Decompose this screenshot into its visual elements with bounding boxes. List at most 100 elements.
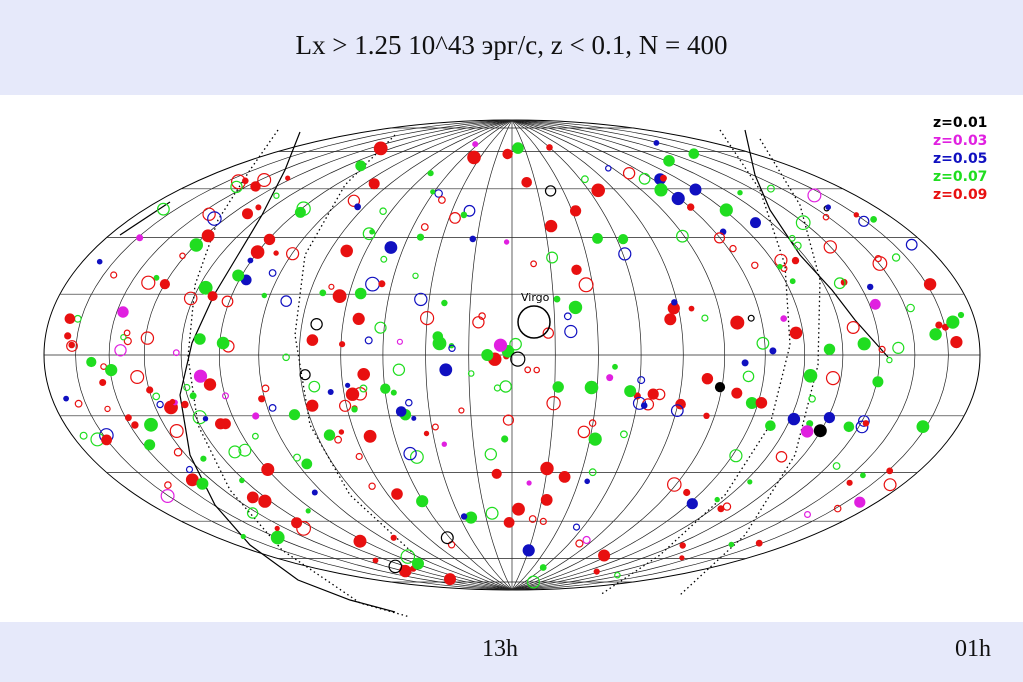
cluster-point (689, 183, 702, 196)
cluster-point (434, 189, 443, 198)
cluster-point (472, 141, 479, 148)
cluster-point (581, 175, 589, 184)
x-tick-label-13h: 13h (482, 636, 518, 662)
cluster-point (787, 412, 801, 426)
cluster-point (588, 419, 597, 427)
cluster-point (136, 234, 144, 242)
cluster-point (858, 415, 870, 427)
cluster-point (231, 174, 247, 190)
cluster-point (654, 183, 668, 197)
cluster-point (484, 448, 497, 461)
cluster-point (624, 385, 637, 398)
cluster-point (823, 240, 838, 254)
cluster-point (853, 212, 859, 218)
cluster-point (144, 417, 158, 432)
cluster-point (867, 283, 874, 291)
cluster-point (526, 480, 532, 486)
cluster-point (258, 494, 272, 508)
cluster-point (359, 384, 368, 393)
cluster-point (745, 397, 758, 409)
cluster-point (296, 201, 311, 216)
cluster-point (464, 511, 478, 524)
cluster-point (250, 181, 261, 192)
cluster-point (622, 166, 636, 180)
cluster-point (588, 432, 602, 446)
cluster-point (351, 406, 358, 413)
cluster-point (905, 238, 918, 251)
cluster-point (575, 539, 584, 548)
cluster-point (769, 347, 777, 355)
cluster-point (846, 321, 860, 335)
cluster-point (807, 188, 822, 203)
cluster-point (99, 379, 107, 386)
cluster-point (354, 287, 367, 300)
cluster-point (750, 217, 761, 229)
cluster-point (870, 216, 877, 223)
cluster-point (546, 144, 553, 151)
cluster-point (604, 165, 612, 172)
coordinate-grid (43, 119, 981, 591)
cluster-point (683, 488, 691, 497)
cluster-point (353, 534, 367, 548)
cluster-point (198, 280, 213, 295)
cluster-point (833, 277, 846, 290)
cluster-point (368, 482, 376, 490)
cluster-point (228, 445, 242, 459)
cluster-point (653, 140, 660, 146)
cluster-point (846, 479, 853, 486)
cluster-point (221, 295, 234, 308)
cluster-point (568, 300, 583, 315)
cluster-point (660, 174, 667, 182)
cluster-point (380, 383, 391, 394)
cluster-point (319, 289, 327, 297)
cluster-point (747, 479, 753, 485)
cluster-point (250, 245, 265, 259)
cluster-point (280, 295, 292, 307)
cluster-point (528, 515, 537, 523)
cluster-point (395, 406, 407, 417)
cluster-point (194, 333, 206, 345)
cluster-point (439, 363, 453, 377)
cluster-point (460, 211, 468, 219)
cluster-point (751, 261, 759, 269)
cluster-point (414, 292, 428, 307)
galactic-dotted-curve (187, 129, 411, 618)
cluster-point (825, 204, 831, 210)
cluster-point (647, 388, 659, 400)
cluster-point (460, 513, 468, 520)
cluster-point (189, 392, 197, 400)
cluster-point (719, 203, 733, 217)
cluster-point (686, 498, 698, 510)
cluster-point (240, 533, 246, 540)
cluster-point (193, 369, 208, 383)
cluster-point (946, 315, 960, 329)
cluster-point (789, 326, 803, 340)
cluster-point (220, 418, 231, 430)
cluster-point (388, 559, 403, 574)
cluster-point (598, 549, 611, 562)
cluster-point (230, 180, 243, 194)
cluster-point (172, 349, 180, 357)
cluster-point (789, 278, 796, 285)
cluster-point (301, 458, 313, 470)
cluster-point (123, 329, 131, 337)
cluster-point (363, 429, 377, 443)
cluster-point (950, 336, 963, 349)
cluster-point (345, 382, 351, 388)
cluster-point (299, 369, 311, 381)
cluster-point (380, 255, 388, 263)
cluster-point (688, 305, 695, 312)
cluster-point (117, 306, 129, 318)
virgo-label: Virgo (521, 291, 550, 304)
cluster-point (242, 208, 253, 220)
cluster-point (412, 557, 424, 570)
cluster-point (775, 450, 788, 463)
cluster-point (741, 359, 749, 367)
cluster-point (501, 435, 509, 443)
cluster-point (510, 351, 526, 367)
cluster-point (420, 311, 435, 326)
cluster-point (384, 241, 398, 254)
cluster-point (509, 337, 522, 351)
cluster-point (869, 298, 881, 310)
cluster-point (679, 542, 686, 549)
